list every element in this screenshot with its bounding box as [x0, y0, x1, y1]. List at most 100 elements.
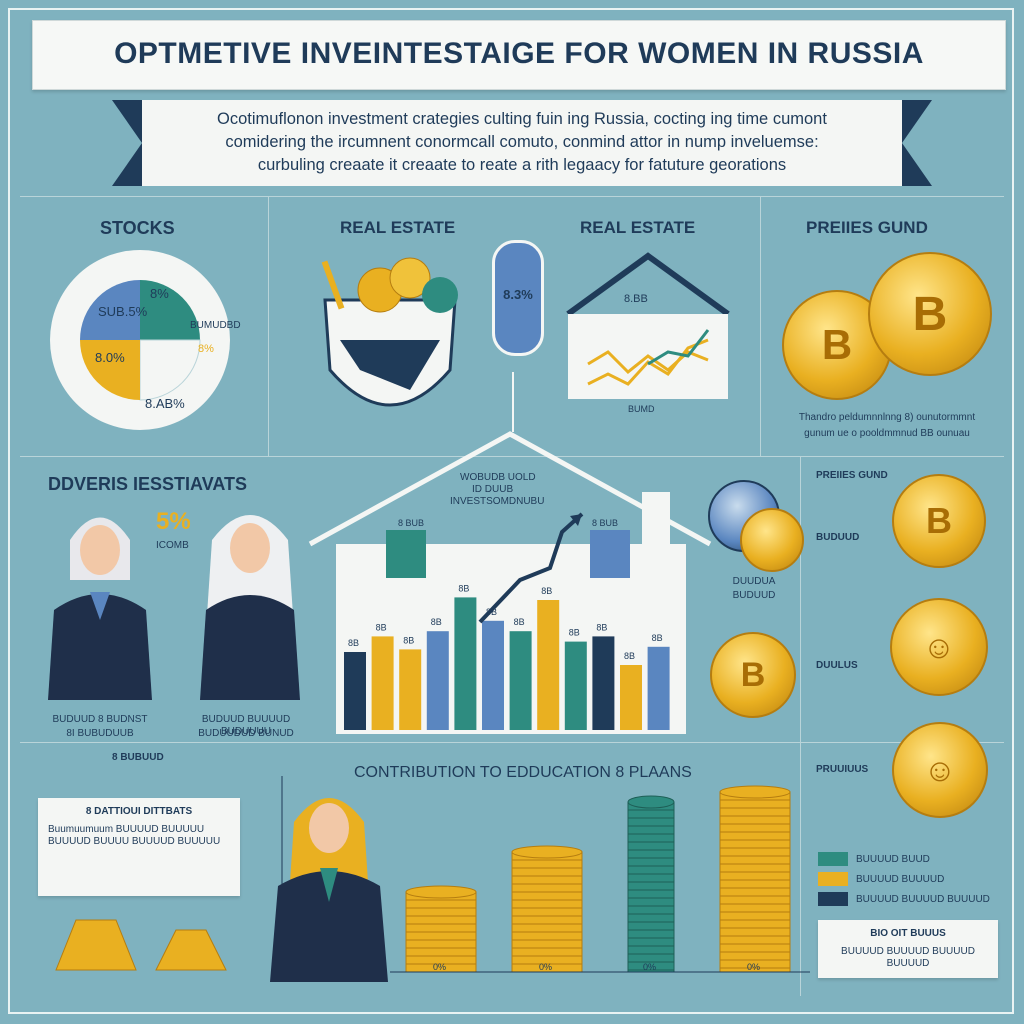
bar-label: 8B: [431, 617, 442, 627]
woman-figure-right: [200, 515, 300, 700]
gold-bar-icon: [55, 919, 137, 971]
legend-swatch: [818, 872, 848, 886]
education-callout: 8 DATTIOUI DITTBATS Buumuumuum BUUUUD BU…: [38, 798, 240, 896]
pie-slice-light: [139, 339, 201, 401]
stack-axis-label: 0%: [539, 962, 552, 972]
chart-tag-right: 8 BUB: [592, 518, 618, 528]
legend-box-title: BIO OIT BUUUS: [870, 928, 946, 939]
chart-bar: [454, 597, 477, 730]
woman-figure-left: [48, 517, 152, 700]
chart-bar: [592, 636, 615, 730]
diversify-heading: DDVERIS IESSTIAVATS: [48, 474, 248, 494]
intro-line-3: curbuling creaate it creaate to reate a …: [257, 156, 787, 174]
jacket-shape: [270, 871, 388, 982]
jacket-shape: [48, 594, 152, 700]
bar-label: 8B: [652, 633, 663, 643]
pie-slice-blue: [80, 280, 140, 340]
bar-label: 8B: [596, 622, 607, 632]
bitcoin-coin-icon: B: [868, 252, 992, 376]
pie-label-4: 8.AB%: [145, 396, 185, 411]
legend-box-text: BUUUUD BUUUUD BUUUUD BUUUUD: [841, 946, 975, 969]
side-note-1: PREIIES GUND: [816, 470, 888, 481]
portrait-coin-icon: ☺: [892, 722, 988, 818]
pen-icon: [321, 260, 345, 310]
divider: [800, 456, 801, 996]
side-note-2: BUDUUD: [816, 532, 860, 543]
woman-right-caption-1: BUDUUD BUUUUD BUDUUUU: [201, 714, 291, 737]
chart-bar: [426, 631, 449, 730]
woman-figure-center: [270, 798, 388, 982]
diversify-percent: 5%: [156, 508, 191, 535]
stack-top: [719, 785, 791, 799]
legend-box: BIO OIT BUUUS BUUUUD BUUUUD BUUUUD BUUUU…: [818, 920, 998, 978]
side-note-6: PRUUIUUS: [816, 764, 869, 775]
stack-axis-label: 0%: [747, 962, 760, 972]
side-note-4: BUDUUD: [732, 590, 776, 601]
gold-bar-icon: [155, 929, 227, 971]
ribbon-tail-left: [112, 100, 142, 186]
bar-label: 8B: [514, 617, 525, 627]
education-tag: 8 BUBUUD: [112, 752, 164, 763]
bitcoin-coin-icon: B: [892, 474, 986, 568]
coin-icon: [389, 257, 431, 299]
pill-label: 8.3%: [503, 287, 533, 302]
stack-layer: 0% 0% 0% 0%: [405, 785, 791, 973]
side-note-5: DUULUS: [816, 660, 858, 671]
coin-icon: [422, 277, 458, 313]
shirt-shape: [90, 592, 110, 620]
bar-label: 8B: [348, 638, 359, 648]
stack-axis-label: 0%: [643, 962, 656, 972]
pie-note-1: BUMUDBD: [190, 320, 241, 331]
pie-slice-gold: [80, 340, 140, 400]
stack-top: [405, 885, 477, 899]
chart-bar: [564, 641, 587, 730]
bar-label: 8B: [376, 622, 387, 632]
precious-heading: PREIIES GUND: [806, 218, 928, 237]
bitcoin-coin-icon: B: [710, 632, 796, 718]
bar-label: 8B: [458, 583, 469, 593]
trend-line-gold-2: [587, 338, 709, 386]
pie-label-2: 8%: [150, 286, 169, 301]
chart-bar: [399, 649, 422, 730]
pie-note-2: 8%: [198, 343, 214, 355]
real-estate-heading-2: REAL ESTATE: [580, 218, 696, 237]
trend-line-teal: [647, 329, 710, 366]
jacket-shape: [200, 595, 300, 700]
intro-ribbon: Ocotimuflonon investment crategies culti…: [112, 100, 932, 186]
divider: [20, 456, 1004, 457]
face-shape: [230, 523, 270, 573]
face-shape: [309, 803, 349, 853]
stack-axis-label: 0%: [433, 962, 446, 972]
woman-left-caption-1: BUDUUD 8 BUDNST: [52, 714, 148, 725]
house-label: 8.BB: [624, 293, 648, 305]
house-chart-illustration: 8.BB BUMD: [566, 252, 730, 414]
woman-right-caption-2: BUDUUDUD BUNUD: [198, 728, 294, 739]
chart-bar: [344, 652, 366, 730]
chart-bar: [509, 631, 532, 730]
ribbon-tail-right: [902, 100, 932, 186]
calculator-icon: [590, 530, 630, 578]
chart-title-1: WOBUDB UOLD: [460, 472, 536, 483]
education-stacks: 0% 0% 0% 0%: [390, 785, 810, 973]
trend-line-gold: [587, 350, 709, 375]
intro-line-2: comidering the ircumnent conormcall comu…: [225, 133, 819, 151]
portrait-coin-icon: ☺: [890, 598, 988, 696]
outer-frame: [8, 8, 1014, 1014]
title-banner: OPTMETIVE INVEINTESTAIGE FOR WOMEN IN RU…: [32, 20, 1006, 90]
arrow-head-icon: [570, 514, 582, 526]
diversify-sub: ICOMB: [156, 540, 189, 551]
legend-item-1: BUUUUD BUUD: [856, 854, 930, 865]
pie-label-3: 8.0%: [95, 350, 125, 365]
roof-shape: [566, 252, 730, 317]
bar-label: 8B: [569, 628, 580, 638]
stocks-heading: STOCKS: [100, 218, 175, 238]
chart-bar: [647, 646, 670, 730]
side-note-3: DUUDUA: [732, 576, 776, 587]
divider: [20, 742, 1004, 743]
precious-caption-2: gunum ue o pooldmmnud BB ounuau: [804, 428, 970, 439]
chart-title-2: ID DUUB: [472, 484, 513, 495]
coin-stack: [719, 791, 791, 973]
divider: [20, 196, 1004, 197]
